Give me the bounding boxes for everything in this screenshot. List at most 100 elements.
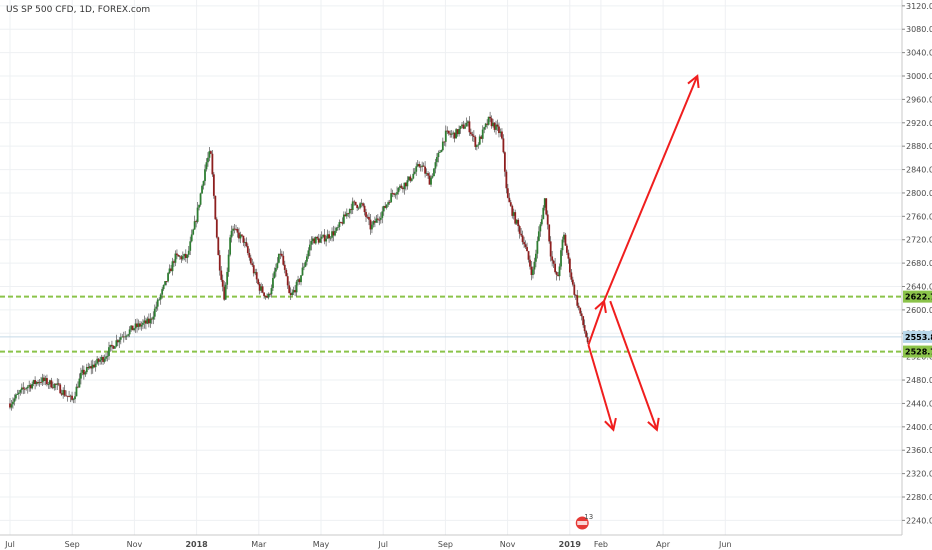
candle-body [535, 253, 537, 262]
y-tick-label: 3040.0 [906, 49, 932, 58]
candle-body [415, 166, 418, 172]
candle-body [255, 272, 258, 280]
candle-body [527, 251, 530, 260]
candle-body [378, 219, 381, 221]
y-tick-label: 2640.0 [906, 283, 932, 292]
candle-body [436, 157, 438, 163]
candle-body [303, 266, 305, 268]
candle-body [586, 337, 589, 343]
chart-title: US SP 500 CFD, 1D, FOREX.com [6, 5, 150, 15]
candle-body [394, 194, 397, 196]
candle-body [199, 193, 202, 205]
candle-body [509, 202, 512, 206]
price-tag-label: 2622.7 [905, 293, 932, 302]
candle-body [122, 336, 125, 338]
candle-body [224, 284, 227, 300]
candle-body [161, 289, 164, 295]
projection-arrow-head [687, 74, 700, 89]
candle-body [112, 345, 115, 349]
candle-body [207, 157, 209, 163]
candle-body [205, 162, 208, 170]
candle-body [492, 122, 494, 127]
candle-body [384, 206, 387, 208]
candle-body [9, 403, 11, 408]
candle-body [536, 240, 539, 254]
candle-body [337, 226, 339, 228]
candle-body [273, 271, 276, 278]
price-tag-label: 2528.7 [905, 348, 932, 357]
candle-body [93, 364, 96, 368]
candle-body [458, 128, 460, 135]
candle-body [164, 281, 167, 286]
candle-body [490, 118, 493, 127]
candle-body [568, 258, 571, 273]
candle-body [116, 340, 119, 343]
candle-body [486, 123, 489, 125]
candle-body [505, 171, 508, 189]
candle-body [348, 209, 351, 214]
x-tick-label: May [313, 540, 330, 549]
candle-body [295, 281, 298, 293]
candle-body [570, 272, 573, 280]
candle-body [279, 253, 282, 255]
candle-body [189, 241, 192, 251]
candle-body [489, 116, 492, 119]
candle-body [564, 234, 567, 246]
candle-body [585, 331, 588, 338]
candle-body [134, 323, 137, 329]
candle-body [238, 232, 240, 239]
candle-body [74, 396, 76, 400]
candle-body [405, 182, 407, 187]
candle-body [477, 144, 480, 146]
candle-body [311, 238, 314, 242]
event-marker-stripe [577, 521, 588, 525]
candle-body [430, 177, 432, 185]
candle-body [245, 242, 248, 247]
candle-body [56, 383, 59, 385]
candle-body [530, 266, 533, 275]
y-tick-label: 2480.0 [906, 376, 932, 385]
candle-body [580, 313, 583, 317]
candle-body [306, 256, 308, 262]
candle-body [419, 166, 422, 168]
y-tick-label: 2760.0 [906, 212, 932, 221]
candle-body [136, 323, 138, 327]
candle-body [465, 122, 468, 127]
candle-body [403, 182, 406, 190]
candle-body [529, 259, 531, 267]
candle-body [276, 262, 279, 268]
candle-body [29, 384, 32, 389]
candle-body [223, 286, 226, 300]
candle-body [84, 372, 87, 375]
candle-body [60, 393, 63, 395]
candle-body [249, 257, 252, 264]
candle-body [137, 323, 140, 327]
candle-body [119, 337, 122, 340]
candle-body [100, 357, 103, 361]
candle-body [248, 253, 251, 258]
candle-body [323, 234, 326, 242]
candle-body [211, 153, 214, 175]
projection-arrow-head [647, 417, 660, 432]
x-tick-label: Jul [4, 540, 15, 549]
candle-body [221, 279, 224, 287]
candle-body [446, 130, 449, 132]
candle-body [371, 224, 373, 230]
candle-body [32, 380, 35, 385]
candle-body [456, 129, 459, 135]
candle-body [431, 176, 434, 178]
candle-body [167, 273, 169, 282]
candle-body [566, 245, 568, 253]
candle-body [484, 123, 487, 128]
candle-body [186, 254, 189, 259]
candle-body [359, 203, 362, 208]
candle-body [87, 367, 90, 369]
candle-body [20, 387, 23, 391]
candle-body [449, 133, 452, 135]
candle-body [72, 399, 75, 400]
candle-body [350, 209, 353, 211]
candle-body [270, 288, 273, 295]
